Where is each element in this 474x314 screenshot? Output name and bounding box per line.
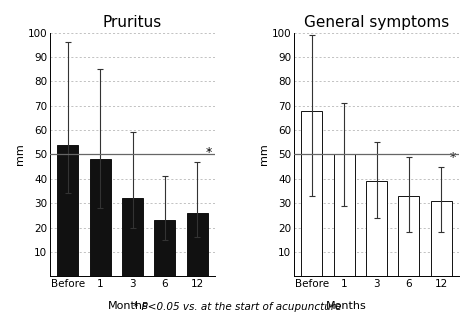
- Bar: [187, 213, 208, 276]
- Bar: [301, 111, 322, 276]
- Text: Months: Months: [326, 301, 366, 311]
- Text: *: *: [205, 146, 212, 159]
- Bar: [90, 159, 111, 276]
- Text: * P<0.05 vs. at the start of acupuncture: * P<0.05 vs. at the start of acupuncture: [133, 302, 341, 312]
- Bar: [122, 198, 143, 276]
- Bar: [155, 220, 175, 276]
- Title: Pruritus: Pruritus: [103, 15, 162, 30]
- Bar: [366, 181, 387, 276]
- Bar: [431, 201, 452, 276]
- Bar: [57, 145, 79, 276]
- Bar: [334, 154, 355, 276]
- Y-axis label: mm: mm: [15, 143, 25, 165]
- Bar: [398, 196, 419, 276]
- Y-axis label: mm: mm: [259, 143, 269, 165]
- Text: *: *: [449, 151, 456, 164]
- Text: Months: Months: [108, 301, 148, 311]
- Title: General symptoms: General symptoms: [304, 15, 449, 30]
